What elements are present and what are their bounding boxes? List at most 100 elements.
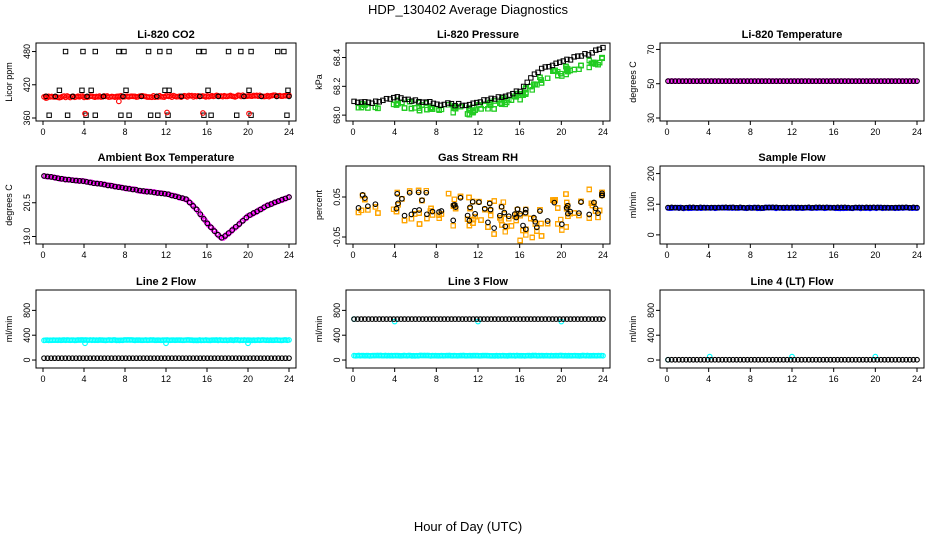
data-point [588,200,595,206]
data-point [395,100,401,107]
data-point [563,224,569,230]
data-point [87,355,94,362]
data-point [197,355,204,362]
data-point [279,355,285,362]
data-point [694,204,700,211]
data-point [838,356,845,363]
data-point [816,78,823,84]
data-point [434,101,440,107]
data-point [470,316,476,322]
data-point [129,355,136,362]
data-point [502,316,509,322]
series-layer [665,78,920,84]
data-point [215,231,221,238]
data-point [69,177,76,184]
data-point [144,355,150,362]
series-layer [351,44,606,118]
data-point [441,316,448,322]
data-point [398,95,404,101]
data-point [393,205,400,212]
data-point [401,217,408,224]
data-point [215,93,222,100]
data-point [147,189,154,195]
data-point [571,316,577,322]
data-point [701,356,707,363]
data-point [914,204,920,211]
data-point [264,355,271,362]
data-point [372,204,379,210]
data-point [502,229,508,235]
data-point [488,316,494,322]
data-point [83,355,90,362]
data-point [119,184,125,191]
data-point [183,355,189,362]
data-point [719,356,726,363]
data-point [599,55,605,62]
panel-title: Li-820 CO2 [137,29,194,41]
data-point [355,205,362,211]
data-point [205,87,211,94]
series-black-at-flat [43,93,292,100]
data-point [748,204,754,211]
data-point [563,191,569,197]
data-point [365,105,371,111]
data-point [744,356,751,363]
data-point [254,355,260,362]
data-point [777,78,783,84]
data-point [697,78,704,84]
data-point [538,233,545,239]
data-point [452,106,459,112]
data-point [90,180,97,187]
data-point [485,224,491,230]
data-point [412,316,419,322]
data-point [841,78,848,84]
data-point [239,355,246,362]
y-axis-label: degrees C [628,61,638,103]
data-point [496,212,503,219]
data-point [538,233,545,239]
data-point [863,204,870,211]
data-point [575,53,581,59]
data-point [694,356,700,363]
data-point [491,231,497,237]
data-point [744,204,751,211]
data-point [401,105,408,111]
data-point [532,81,538,87]
data-point [401,96,408,103]
data-point [820,204,827,211]
data-point [881,356,888,363]
data-point [582,51,588,57]
data-point [555,205,561,211]
data-point [520,83,527,90]
data-point [522,226,529,233]
data-point [906,78,913,84]
chart-panel-9: Line 4 (LT) Flow 0 4 8 12 16 20 24 0 400 800 ml/min [628,276,925,384]
data-point [849,356,855,363]
data-point [802,78,808,84]
data-point [538,220,544,227]
data-point [437,102,444,108]
data-point [165,112,171,118]
data-point [694,78,700,84]
y-axis-label: ml/min [628,316,638,343]
data-point [354,99,361,106]
data-point [239,217,246,224]
data-point [668,204,675,211]
data-point [502,229,508,235]
data-point [416,210,422,216]
data-point [126,185,133,192]
data-point [408,216,415,222]
x-tick-label: 24 [912,250,922,260]
series-black [665,204,920,211]
data-point [179,195,186,201]
data-point [544,75,551,81]
data-point [511,211,518,218]
data-point [513,214,520,221]
data-point [809,204,816,211]
data-point [676,78,682,84]
data-point [564,56,570,63]
x-tick-label: 8 [748,374,753,384]
data-point [438,208,445,214]
data-point [513,88,520,94]
data-point [423,189,430,196]
